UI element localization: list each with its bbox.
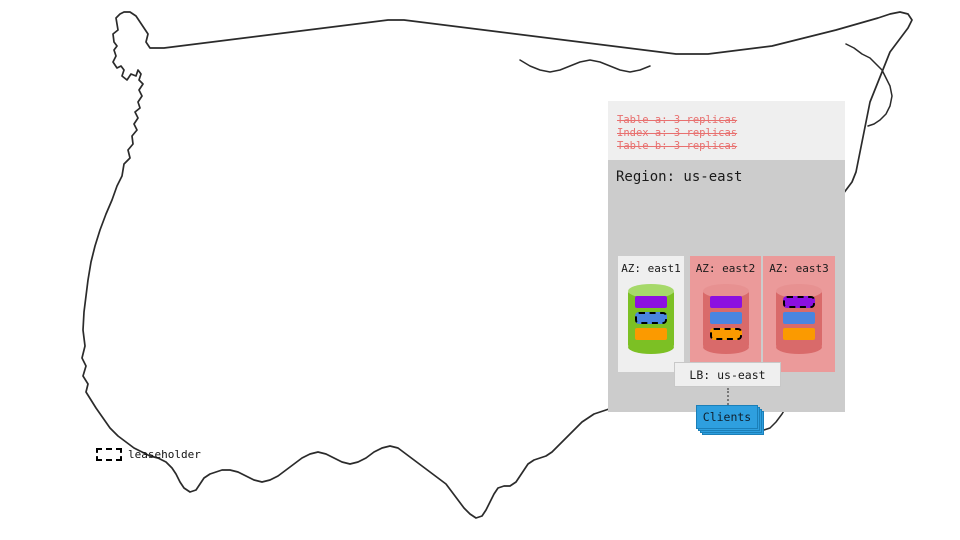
us-great-lakes-detail	[519, 59, 651, 73]
load-balancer-box[interactable]: LB: us-east	[674, 362, 781, 387]
az-box-east2[interactable]: AZ: east2	[690, 256, 761, 372]
replication-line-index-a: Index a: 3 replicas	[617, 127, 738, 139]
clients-label: Clients	[702, 410, 752, 424]
region-panel: Table a: 3 replicas Index a: 3 replicas …	[608, 101, 845, 435]
range-table-a-east1	[635, 296, 667, 308]
az-label-east2: AZ: east2	[695, 262, 756, 275]
range-table-b-east1	[635, 328, 667, 340]
clients-card-front	[696, 405, 758, 429]
range-table-b-east3	[783, 328, 815, 340]
range-stack-east1	[628, 291, 674, 347]
az-label-east3: AZ: east3	[769, 262, 829, 275]
range-stack-east3	[776, 291, 822, 347]
range-index-a-east1	[635, 312, 667, 324]
replication-summary: Table a: 3 replicas Index a: 3 replicas …	[608, 101, 845, 160]
legend-label: leaseholder	[128, 448, 201, 461]
range-table-a-east2	[709, 296, 742, 308]
range-stack-east2	[703, 291, 749, 347]
az-box-east1[interactable]: AZ: east1	[618, 256, 684, 372]
node-cylinder-east1	[628, 284, 674, 354]
region-us-east: Region: us-east AZ: east1 AZ: east2	[608, 160, 845, 435]
cylinder-top	[776, 284, 822, 298]
us-border-path	[81, 11, 913, 519]
replication-line-table-a: Table a: 3 replicas	[617, 114, 738, 126]
clients-stack[interactable]: Clients	[696, 405, 764, 435]
cylinder-top	[702, 284, 749, 298]
range-index-a-east3	[783, 312, 815, 324]
range-table-a-east3	[783, 296, 815, 308]
lb-clients-connector	[727, 388, 729, 408]
node-cylinder-east3	[776, 284, 822, 354]
legend: leaseholder	[96, 448, 201, 461]
cylinder-top	[628, 284, 674, 298]
az-label-east1: AZ: east1	[621, 262, 681, 275]
replication-line-table-b: Table b: 3 replicas	[617, 140, 738, 152]
us-northeast-detail	[845, 43, 893, 127]
load-balancer-label: LB: us-east	[689, 368, 766, 382]
az-box-east3[interactable]: AZ: east3	[763, 256, 835, 372]
leaseholder-swatch-icon	[96, 448, 122, 461]
range-table-b-east2	[709, 328, 742, 340]
region-title: Region: us-east	[616, 169, 743, 185]
node-cylinder-east2	[702, 284, 749, 354]
range-index-a-east2	[709, 312, 742, 324]
